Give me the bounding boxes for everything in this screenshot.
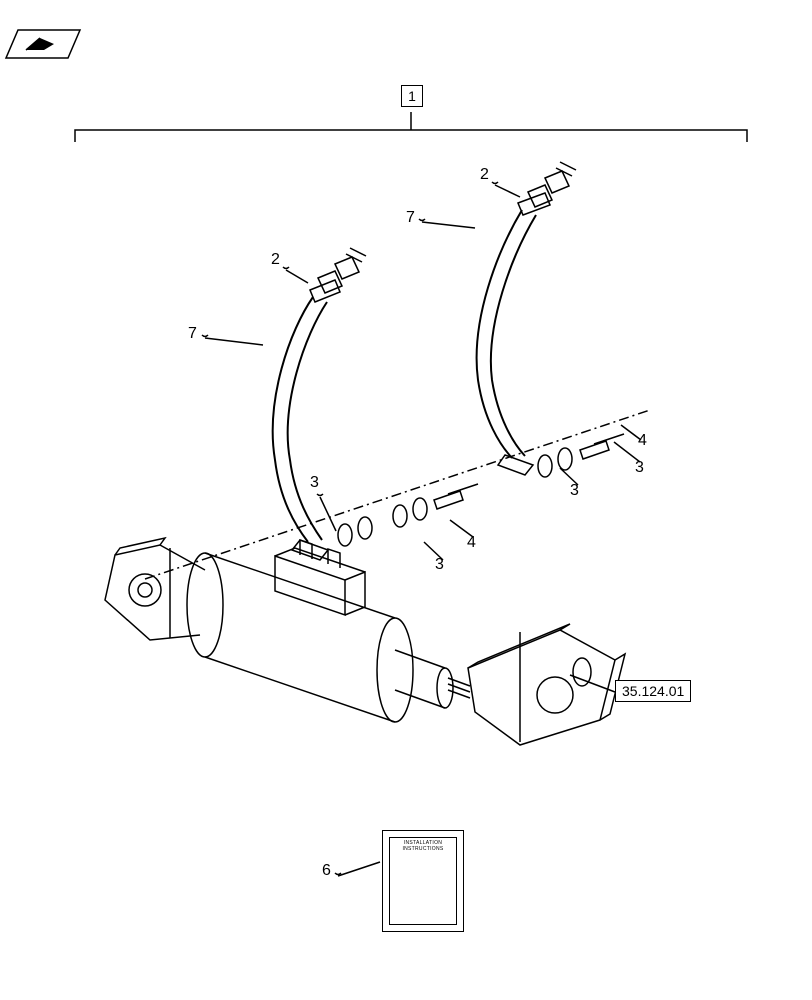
callout-3b: 3 [435,556,444,574]
diagram-canvas: 1 2 2 7 7 3 3 3 3 4 4 6 35.124.01 INSTAL… [0,0,812,1000]
callout-6: 6 [322,862,331,880]
callout-7b: 7 [188,325,197,343]
callout-1-box: 1 [401,85,423,107]
callout-1: 1 [408,88,416,104]
callout-3d: 3 [635,459,644,477]
reference-text: 35.124.01 [622,683,684,699]
manual-inner: INSTALLATION INSTRUCTIONS [389,837,457,925]
reference-box: 35.124.01 [615,680,691,702]
manual-title: INSTALLATION INSTRUCTIONS [390,840,456,852]
callout-2b: 2 [271,251,280,269]
callout-2a: 2 [480,166,489,184]
callout-3a: 3 [310,474,319,492]
callout-3c: 3 [570,482,579,500]
manual-booklet: INSTALLATION INSTRUCTIONS [382,830,464,932]
callout-4b: 4 [638,432,647,450]
callout-7a: 7 [406,209,415,227]
callout-4a: 4 [467,534,476,552]
